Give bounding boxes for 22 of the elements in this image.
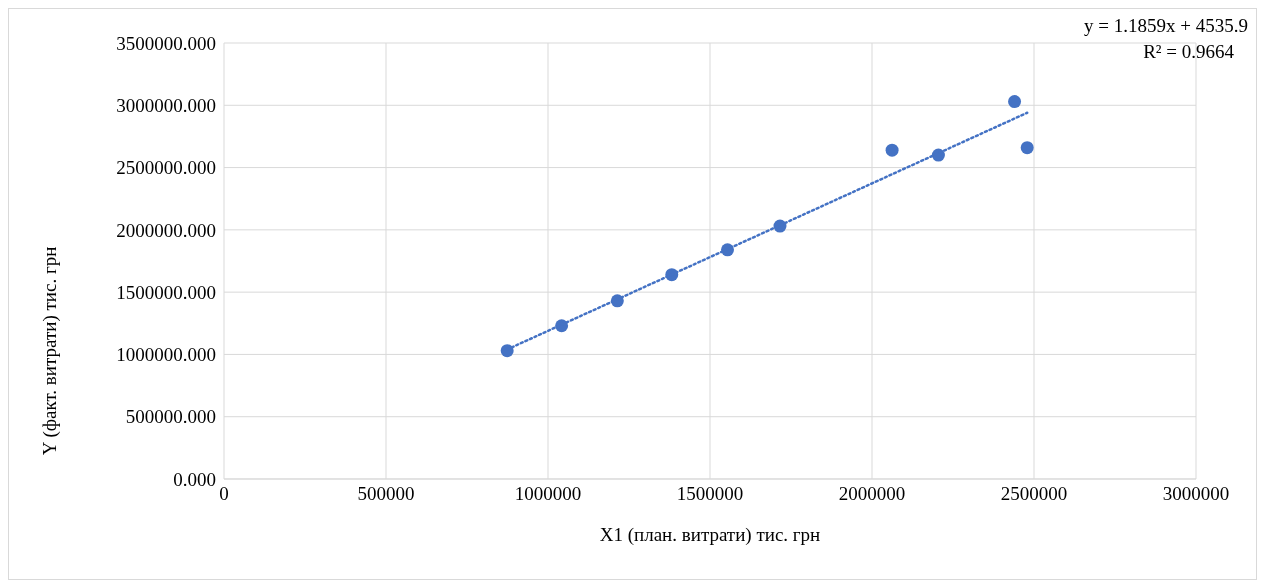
y-tick-label: 3500000.000 [116,32,216,54]
annotation: R² = 0.9664 [1142,40,1235,64]
y-tick-label: 1500000.000 [116,281,216,303]
text: y = 1.1859x + 4535.9 [1084,14,1248,38]
y-tick-label: 2000000.000 [116,219,216,241]
x-axis-title: X1 (план. витрати) тис. грн [599,524,821,546]
y-tick-label: 3000000.000 [116,95,216,117]
point [1008,95,1022,109]
point [885,143,899,157]
x-tick-label: 2500000 [1000,483,1068,505]
y-tick-label: 500000.000 [125,406,216,428]
y-axis-title: Y (факт. витрати) тис. грн [38,246,61,456]
x-tick-label: 3000000 [1162,483,1230,505]
x-tick-label: 0 [219,483,229,505]
x-tick-label: 2000000 [838,483,906,505]
x-tick-label: 1000000 [514,483,582,505]
x-tick-label: 1500000 [676,483,744,505]
y-tick-label: 1000000.000 [116,344,216,366]
y-tick-label: 0.000 [173,468,216,490]
x-tick-label: 500000 [357,483,415,505]
y-tick-label: 2500000.000 [116,157,216,179]
point [1020,141,1034,155]
